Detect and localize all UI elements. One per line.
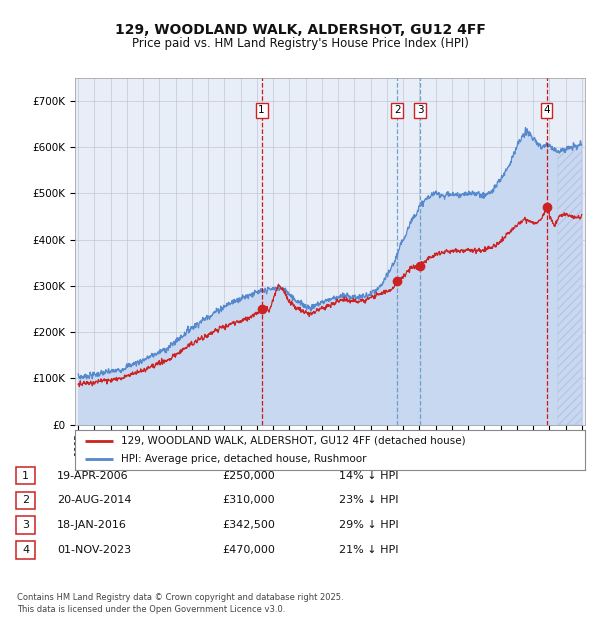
Text: 1: 1 [22, 471, 29, 480]
Text: 3: 3 [417, 105, 424, 115]
Text: 19-APR-2006: 19-APR-2006 [57, 471, 128, 480]
Text: 129, WOODLAND WALK, ALDERSHOT, GU12 4FF (detached house): 129, WOODLAND WALK, ALDERSHOT, GU12 4FF … [121, 435, 466, 446]
Text: 4: 4 [22, 545, 29, 555]
Text: 129, WOODLAND WALK, ALDERSHOT, GU12 4FF: 129, WOODLAND WALK, ALDERSHOT, GU12 4FF [115, 23, 485, 37]
Text: £310,000: £310,000 [222, 495, 275, 505]
Text: 14% ↓ HPI: 14% ↓ HPI [339, 471, 398, 480]
Text: 2: 2 [22, 495, 29, 505]
Text: HPI: Average price, detached house, Rushmoor: HPI: Average price, detached house, Rush… [121, 454, 367, 464]
Text: £250,000: £250,000 [222, 471, 275, 480]
Text: 01-NOV-2023: 01-NOV-2023 [57, 545, 131, 555]
Text: 3: 3 [22, 520, 29, 530]
Text: 20-AUG-2014: 20-AUG-2014 [57, 495, 131, 505]
Text: 4: 4 [543, 105, 550, 115]
Text: 23% ↓ HPI: 23% ↓ HPI [339, 495, 398, 505]
Text: 21% ↓ HPI: 21% ↓ HPI [339, 545, 398, 555]
Text: £470,000: £470,000 [222, 545, 275, 555]
Text: Contains HM Land Registry data © Crown copyright and database right 2025.
This d: Contains HM Land Registry data © Crown c… [17, 593, 343, 614]
Text: Price paid vs. HM Land Registry's House Price Index (HPI): Price paid vs. HM Land Registry's House … [131, 37, 469, 50]
Text: £342,500: £342,500 [222, 520, 275, 530]
Text: 29% ↓ HPI: 29% ↓ HPI [339, 520, 398, 530]
Text: 18-JAN-2016: 18-JAN-2016 [57, 520, 127, 530]
Text: 2: 2 [394, 105, 400, 115]
Text: 1: 1 [259, 105, 265, 115]
